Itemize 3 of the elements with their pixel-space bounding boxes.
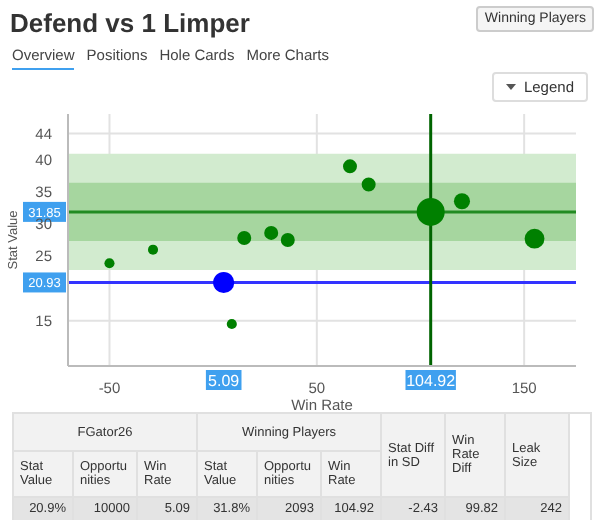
ref-line-label: 104.92	[406, 372, 457, 390]
chart-title: Defend vs 1 Limper	[10, 8, 250, 38]
annotation: 5.09	[208, 372, 241, 390]
